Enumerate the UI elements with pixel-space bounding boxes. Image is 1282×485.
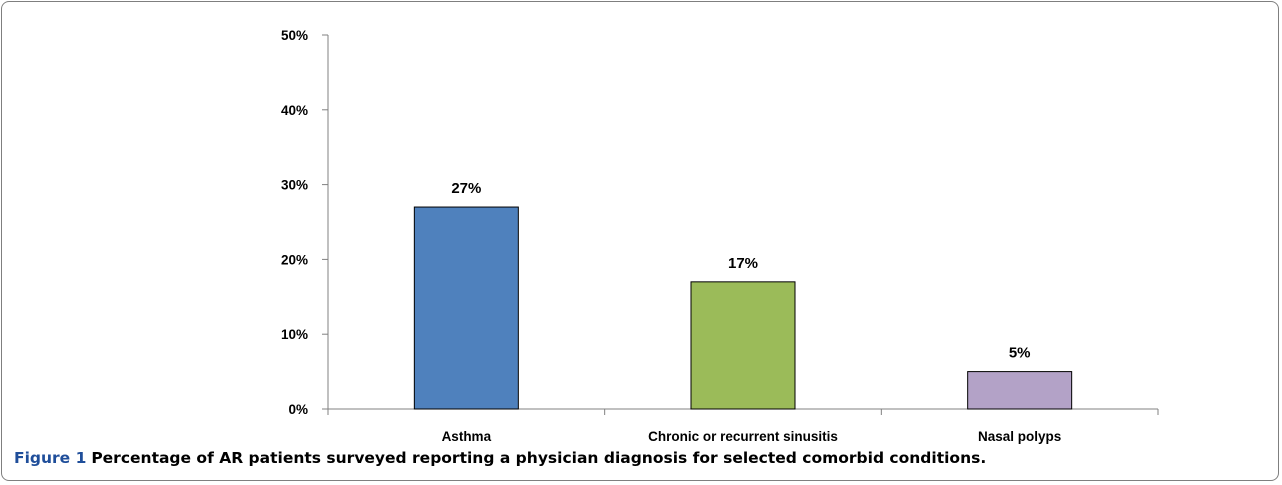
bar-2 [690, 281, 796, 410]
y-tick-label: 50% [281, 28, 308, 43]
figure-caption-text: Percentage of AR patients surveyed repor… [91, 449, 987, 467]
y-tick-label: 40% [281, 103, 308, 118]
bar-3 [967, 371, 1073, 410]
chart-labels: 27% Asthma 17% Chronic or recurrent sinusit… [442, 180, 1062, 444]
x-category-label: Nasal polyps [978, 429, 1061, 444]
x-category-label: Asthma [442, 429, 492, 444]
x-category-label: Chronic or recurrent sinusitis [648, 429, 838, 444]
y-axis-ticks: 0% 10% 20% 30% 40% 50% [281, 28, 1159, 417]
bar-chart: 0% 10% 20% 30% 40% 50% 27% Asthma 17% Chronic or… [281, 28, 1159, 444]
y-tick-label: 20% [281, 252, 308, 267]
data-label: 17% [728, 255, 758, 272]
figure-caption-label: Figure 1 [14, 449, 87, 467]
chart-bars [413, 206, 1073, 410]
y-tick-label: 30% [281, 178, 308, 193]
figure-caption: Figure 1 Percentage of AR patients surve… [14, 449, 986, 467]
data-label: 5% [1009, 345, 1031, 362]
y-tick-label: 0% [288, 402, 308, 417]
bar-1 [413, 206, 519, 410]
data-label: 27% [451, 180, 481, 197]
y-tick-label: 10% [281, 327, 308, 342]
